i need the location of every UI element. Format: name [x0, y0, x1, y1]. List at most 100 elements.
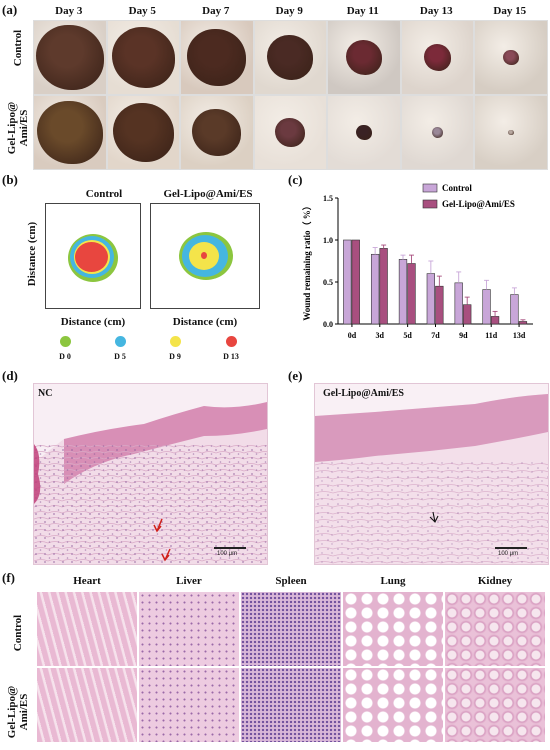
- wound-row-label-control: Control: [12, 29, 24, 67]
- organ-histology-heart: [37, 592, 137, 666]
- wound-ratio-chart: 0.0 0.5 1.0 1.5 Wound remaining ratio（ %） 0d 3…: [302, 183, 533, 340]
- legend-label: D 0: [59, 352, 71, 361]
- day-label: Day 3: [55, 5, 83, 17]
- x-tick-label: 9d: [459, 331, 468, 340]
- organ-histology-spleen: [241, 592, 341, 666]
- legend-dot: [226, 336, 237, 347]
- histology-nc: NC 100 μm: [33, 383, 268, 565]
- bar: [370, 253, 380, 325]
- organ-histology-spleen: [241, 668, 341, 742]
- wound-photo: [180, 95, 254, 170]
- wound-area: [267, 34, 314, 81]
- wound-area: [431, 126, 443, 139]
- scale-bar-text: 100 μm: [217, 551, 238, 557]
- wound-row-label-treated: Gel-Lipo@ Ami/ES: [6, 101, 30, 155]
- legend-label: Control: [442, 183, 472, 193]
- organ-label: Kidney: [477, 575, 513, 587]
- legend-label: Gel-Lipo@Ami/ES: [442, 199, 515, 209]
- legend-label: D 5: [114, 352, 126, 361]
- organ-histology-lung: [343, 668, 443, 742]
- bar: [379, 248, 388, 325]
- x-tick-label: 0d: [348, 331, 357, 340]
- legend-dot: [60, 336, 71, 347]
- wound-map-control: [45, 203, 141, 309]
- area-d13: [75, 242, 108, 272]
- bar: [463, 304, 472, 325]
- panel-f-label: (f): [2, 570, 15, 585]
- wound-area: [502, 49, 519, 66]
- wound-area: [507, 129, 514, 136]
- bar: [343, 239, 352, 325]
- panel-b-label: (b): [2, 172, 18, 187]
- wound-photo: [327, 20, 401, 95]
- bar: [482, 289, 491, 325]
- wound-area: [36, 100, 103, 165]
- bar: [426, 273, 435, 325]
- organ-histology-liver: [139, 592, 239, 666]
- wound-area: [345, 40, 382, 75]
- histology-treated-tissue: [315, 384, 548, 564]
- wound-map-xlabel-control: Distance (cm): [60, 316, 126, 328]
- organ-row-label-control: Control: [12, 614, 24, 652]
- wound-area: [187, 29, 247, 86]
- wound-photo: [180, 20, 254, 95]
- organ-histology-lung: [343, 592, 443, 666]
- wound-photo: [33, 95, 107, 170]
- y-tick-label: 1.5: [323, 194, 333, 203]
- organ-histology-kidney: [445, 668, 545, 742]
- organ-histology-kidney: [445, 592, 545, 666]
- bar: [435, 285, 444, 325]
- histology-treated-label: Gel-Lipo@Ami/ES: [323, 388, 404, 399]
- bar: [490, 316, 500, 325]
- area-d13: [201, 252, 207, 259]
- panel-a-label: (a): [2, 2, 18, 17]
- wound-map-xlabel-treated: Distance (cm): [172, 316, 238, 328]
- y-tick-label: 0.0: [323, 320, 333, 329]
- wound-photo: [33, 20, 107, 95]
- y-tick-label: 1.0: [323, 236, 333, 245]
- organ-label: Lung: [380, 575, 406, 587]
- bar: [518, 321, 528, 325]
- bar: [351, 239, 360, 325]
- organ-row-label-treated: Gel-Lipo@ Ami/ES: [6, 685, 30, 739]
- day-label: Day 5: [128, 5, 156, 17]
- organ-label: Heart: [73, 575, 101, 587]
- scale-bar: [495, 547, 527, 549]
- panel-c-label: (c): [288, 172, 303, 187]
- organ-label: Spleen: [275, 575, 307, 587]
- y-tick-label: 0.5: [323, 278, 333, 287]
- wound-map-title-treated: Gel-Lipo@Ami/ES: [163, 188, 253, 200]
- y-axis-label: Wound remaining ratio（ %）: [302, 201, 312, 321]
- organ-histology-liver: [139, 668, 239, 742]
- legend-dot: [170, 336, 181, 347]
- wound-photo: [400, 95, 474, 170]
- wound-map-treated: [150, 203, 260, 309]
- scale-bar: [214, 547, 246, 549]
- organ-histology-heart: [37, 668, 137, 742]
- wound-photo: [327, 95, 401, 170]
- x-tick-label: 13d: [513, 331, 526, 340]
- legend-swatch: [422, 183, 438, 193]
- x-tick-label: 7d: [431, 331, 440, 340]
- wound-photo: [253, 95, 327, 170]
- day-label: Day 11: [346, 5, 379, 17]
- histology-nc-label: NC: [38, 388, 53, 399]
- wound-photo: [474, 20, 548, 95]
- legend-label: D 9: [169, 352, 181, 361]
- wound-photo: [474, 95, 548, 170]
- day-label: Day 13: [419, 5, 453, 17]
- wound-photo: [400, 20, 474, 95]
- legend-swatch: [422, 199, 438, 209]
- histology-nc-tissue: [34, 384, 267, 564]
- panel-d-label: (d): [2, 368, 18, 383]
- wound-area: [35, 24, 104, 91]
- wound-area: [275, 117, 306, 148]
- x-tick-label: 3d: [376, 331, 385, 340]
- day-label: Day 15: [493, 5, 527, 17]
- bar: [510, 294, 519, 325]
- scale-bar-text: 100 μm: [498, 551, 519, 557]
- wound-area: [423, 44, 451, 71]
- bar: [398, 259, 408, 325]
- wound-photo: [106, 20, 180, 95]
- x-tick-label: 11d: [485, 331, 498, 340]
